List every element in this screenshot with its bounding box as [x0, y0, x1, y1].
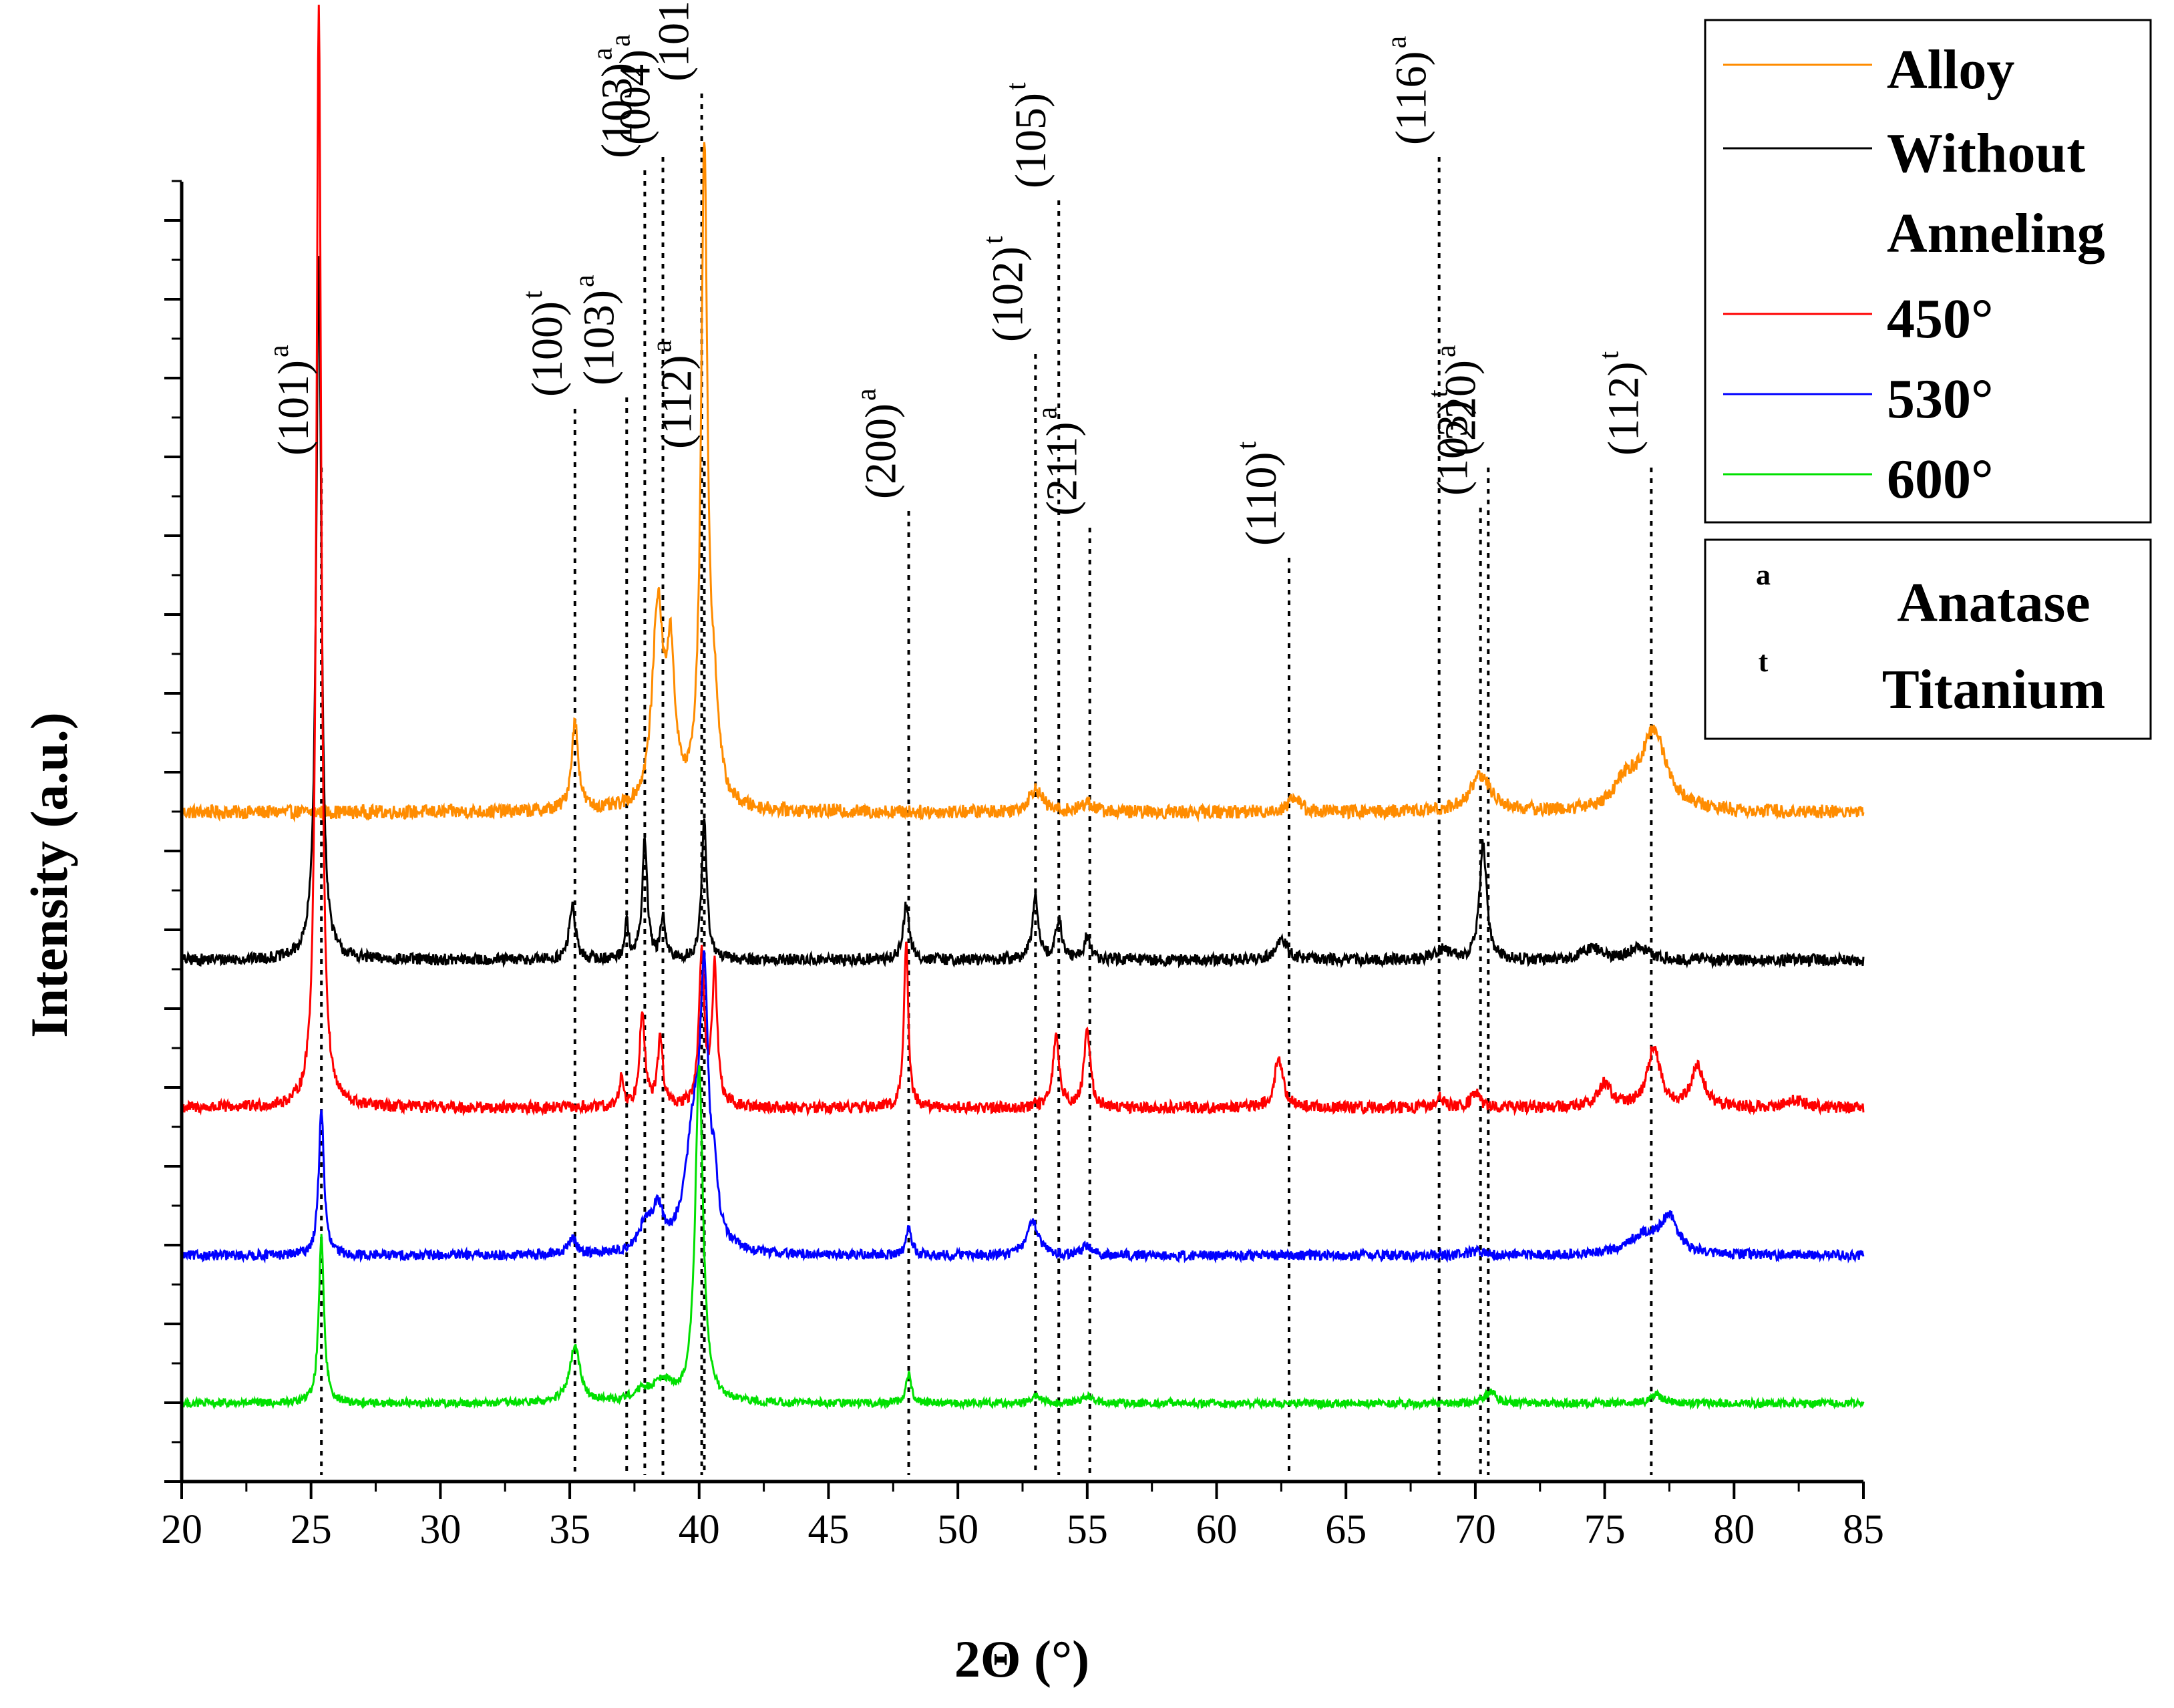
peak-label-hkl: (100) [523, 301, 572, 397]
peak-label-phase: t [978, 236, 1009, 244]
peak-labels: (101)a(100)t(103)a(103)a(004)a(101)t(112… [264, 0, 1648, 546]
phase-name: Anatase [1897, 572, 2090, 634]
series-line-alloy [180, 142, 1865, 823]
phase-key-frame [1704, 538, 2152, 740]
x-tick-label: 40 [679, 1507, 720, 1552]
peak-label-phase: t [1001, 82, 1032, 90]
peak-label-hkl: (110) [1237, 452, 1286, 546]
peak-label-phase: a [587, 47, 618, 60]
legend-label: 530° [1887, 368, 1994, 430]
peak-label: (103) t [1423, 389, 1477, 496]
x-tick-label: 45 [807, 1507, 849, 1552]
peak-label: (004) a [606, 34, 660, 145]
peak-label: (105) t [1001, 82, 1055, 188]
series-layer [180, 5, 1865, 1411]
legend-label: Alloy [1887, 39, 2014, 101]
peak-label-phase: a [569, 275, 600, 287]
axes: 20 25 30 35 40 45 50 55 60 65 70 75 80 85 [161, 180, 1884, 1552]
peak-label-phase: t [518, 291, 548, 299]
phase-symbol: t [1759, 645, 1769, 678]
peak-label-phase: t [1423, 389, 1454, 397]
x-tick-label: 30 [419, 1507, 461, 1552]
peak-label: (200) a [852, 388, 906, 499]
peak-label-hkl: (101) [650, 0, 699, 81]
peak-label: (112) t [1594, 351, 1648, 456]
peak-label-hkl: (200) [857, 403, 906, 499]
x-tick-label: 50 [937, 1507, 978, 1552]
peak-label-hkl: (004) [611, 49, 660, 145]
peak-label-phase: a [1382, 35, 1413, 48]
peak-label: (101)t [645, 0, 699, 81]
legend-frame [1704, 19, 2152, 524]
series-line-600 [180, 1065, 1865, 1411]
x-tick-label: 60 [1196, 1507, 1238, 1552]
legend-label: 600° [1887, 448, 1994, 510]
x-tick-label: 75 [1584, 1507, 1626, 1552]
peak-label-hkl: (211) [1038, 421, 1087, 516]
x-tick-label: 25 [291, 1507, 332, 1552]
peak-label-phase: a [1033, 406, 1063, 419]
x-tick-label: 65 [1325, 1507, 1367, 1552]
phase-symbol: a [1756, 558, 1771, 591]
phase-name: Titanium [1882, 659, 2106, 721]
x-tick-label: 80 [1713, 1507, 1755, 1552]
peak-label-hkl: (112) [1599, 361, 1648, 456]
peak-label-phase: a [852, 388, 882, 401]
peak-label: (101) a [264, 345, 318, 456]
peak-label-hkl: (101) [269, 360, 318, 456]
peak-label-phase: t [1232, 441, 1262, 449]
peak-label: (100) t [518, 291, 572, 397]
peak-label-hkl: (103) [592, 63, 641, 158]
peak-label: (220) a [1431, 345, 1485, 456]
legend: Alloy Without Anneling 450° 530° 600° [1704, 19, 2152, 524]
peak-label-phase: a [606, 34, 637, 47]
legend-label: 450° [1887, 288, 1994, 350]
peak-label-hkl: (220) [1436, 360, 1485, 456]
series-line-530 [180, 950, 1865, 1264]
peak-label-hkl: (103) [1429, 400, 1477, 496]
x-tick-label: 85 [1843, 1507, 1884, 1552]
peak-label-hkl: (112) [653, 355, 701, 449]
peak-label: (116) a [1382, 35, 1436, 145]
peak-label-phase: a [264, 345, 295, 357]
peak-label-hkl: (116) [1387, 51, 1436, 145]
peak-label: (103) a [587, 47, 641, 158]
peak-label-hkl: (103) [574, 290, 623, 385]
legend-label: Without [1887, 122, 2085, 184]
peak-label: (103) a [569, 275, 623, 385]
y-axis-title: Intensity (a.u.) [20, 712, 78, 1038]
peak-label: (112) a [647, 339, 701, 449]
peak-label: (211) a [1033, 406, 1087, 516]
peak-label: (102) t [978, 236, 1032, 342]
peak-label-hkl: (105) [1007, 93, 1055, 188]
phase-key-legend: a Anatase t Titanium [1704, 538, 2152, 740]
x-axis-title: 2Θ (°) [954, 1630, 1089, 1688]
x-tick-label: 55 [1067, 1507, 1108, 1552]
peak-label-phase: a [647, 339, 678, 352]
legend-label-line2: Anneling [1887, 202, 2105, 265]
peak-label: (110) t [1232, 441, 1286, 546]
x-tick-label: 70 [1455, 1507, 1496, 1552]
x-tick-label: 35 [549, 1507, 590, 1552]
peak-label-hkl: (102) [983, 246, 1032, 342]
x-tick-label: 20 [161, 1507, 202, 1552]
peak-label-phase: a [1431, 345, 1461, 357]
series-line-450 [181, 5, 1865, 1118]
series-line-without-anneling [180, 256, 1865, 970]
peak-label-phase: t [1594, 351, 1624, 359]
